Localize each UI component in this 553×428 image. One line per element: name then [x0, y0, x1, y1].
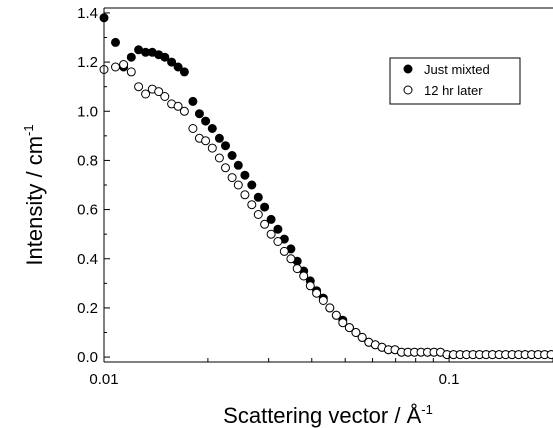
point-12-hr-later	[331, 310, 341, 320]
point-12-hr-later	[357, 332, 367, 342]
point-just-mixted	[260, 202, 270, 212]
point-just-mixted	[179, 67, 189, 77]
point-just-mixted	[221, 141, 230, 151]
point-12-hr-later	[179, 106, 189, 116]
point-just-mixted	[111, 37, 120, 47]
point-just-mixted	[240, 170, 250, 180]
point-12-hr-later	[247, 200, 257, 210]
legend-label-12-hr-later: 12 hr later	[424, 83, 483, 98]
x-axis-title: Scattering vector / Å-1	[223, 402, 433, 428]
y-tick-label: 1.2	[77, 54, 98, 71]
point-12-hr-later	[221, 163, 230, 173]
x-tick-label: 0.1	[439, 371, 460, 388]
point-12-hr-later	[141, 89, 151, 99]
x-axis-title-superscript: -1	[421, 402, 433, 417]
point-12-hr-later	[207, 143, 217, 153]
point-just-mixted	[207, 124, 217, 133]
y-axis-title: Intensity / cm-1	[21, 124, 47, 265]
y-tick-label: 0.6	[77, 202, 98, 219]
y-tick-label: 0.4	[77, 251, 98, 268]
point-12-hr-later	[126, 67, 136, 77]
point-12-hr-later	[546, 350, 553, 360]
y-tick-label: 1.4	[77, 5, 98, 22]
point-12-hr-later	[266, 229, 276, 239]
y-tick-label: 0.2	[77, 300, 98, 317]
point-just-mixted	[173, 62, 183, 72]
legend-marker-just-mixted	[403, 64, 413, 74]
point-12-hr-later	[312, 288, 322, 298]
point-12-hr-later	[318, 296, 328, 305]
point-12-hr-later	[344, 323, 354, 333]
point-just-mixted	[167, 57, 177, 67]
point-12-hr-later	[338, 318, 348, 328]
point-12-hr-later	[173, 101, 183, 111]
point-12-hr-later	[160, 92, 170, 101]
point-12-hr-later	[305, 281, 315, 291]
point-12-hr-later	[286, 254, 296, 264]
point-just-mixted	[188, 96, 198, 106]
axes: 0.0 0.2 0.4 0.6 0.8 1.0 1.2 1.4 0.01 0.1	[77, 5, 553, 388]
legend-marker-12-hr-later	[403, 85, 413, 95]
y-axis-title-superscript: -1	[21, 124, 36, 136]
point-12-hr-later	[214, 153, 224, 163]
point-just-mixted	[160, 52, 170, 62]
point-12-hr-later	[240, 190, 250, 200]
point-just-mixted	[201, 116, 211, 126]
point-just-mixted	[266, 214, 276, 224]
y-tick-label: 0.8	[77, 152, 98, 169]
point-12-hr-later	[325, 303, 335, 313]
point-12-hr-later	[260, 219, 270, 229]
y-tick-label: 1.0	[77, 103, 98, 120]
point-12-hr-later	[201, 136, 211, 146]
point-just-mixted	[247, 180, 257, 190]
point-12-hr-later	[299, 271, 309, 281]
x-axis-title-text: Scattering vector / Å	[223, 403, 421, 428]
point-just-mixted	[227, 151, 237, 160]
point-12-hr-later	[233, 180, 243, 190]
y-axis-title-text: Intensity / cm	[22, 136, 47, 266]
legend-label-just-mixted: Just mixted	[424, 62, 490, 77]
x-tick-label: 0.01	[89, 371, 118, 388]
point-12-hr-later	[273, 237, 283, 246]
data-points	[99, 13, 553, 360]
point-12-hr-later	[154, 87, 164, 97]
y-tick-label: 0.0	[77, 349, 98, 366]
legend-box	[389, 57, 521, 105]
legend: Just mixted 12 hr later	[389, 57, 521, 105]
point-just-mixted	[194, 109, 204, 119]
point-just-mixted	[253, 192, 263, 202]
point-12-hr-later	[351, 328, 361, 337]
point-12-hr-later	[119, 60, 129, 69]
point-just-mixted	[233, 160, 243, 170]
point-12-hr-later	[227, 173, 237, 183]
point-12-hr-later	[188, 124, 198, 133]
point-12-hr-later	[253, 210, 263, 219]
point-12-hr-later	[134, 82, 144, 92]
point-just-mixted	[214, 133, 224, 143]
point-12-hr-later	[292, 264, 302, 274]
point-just-mixted	[273, 224, 283, 234]
point-12-hr-later	[111, 62, 120, 72]
point-12-hr-later	[279, 246, 289, 256]
point-just-mixted	[126, 52, 136, 62]
